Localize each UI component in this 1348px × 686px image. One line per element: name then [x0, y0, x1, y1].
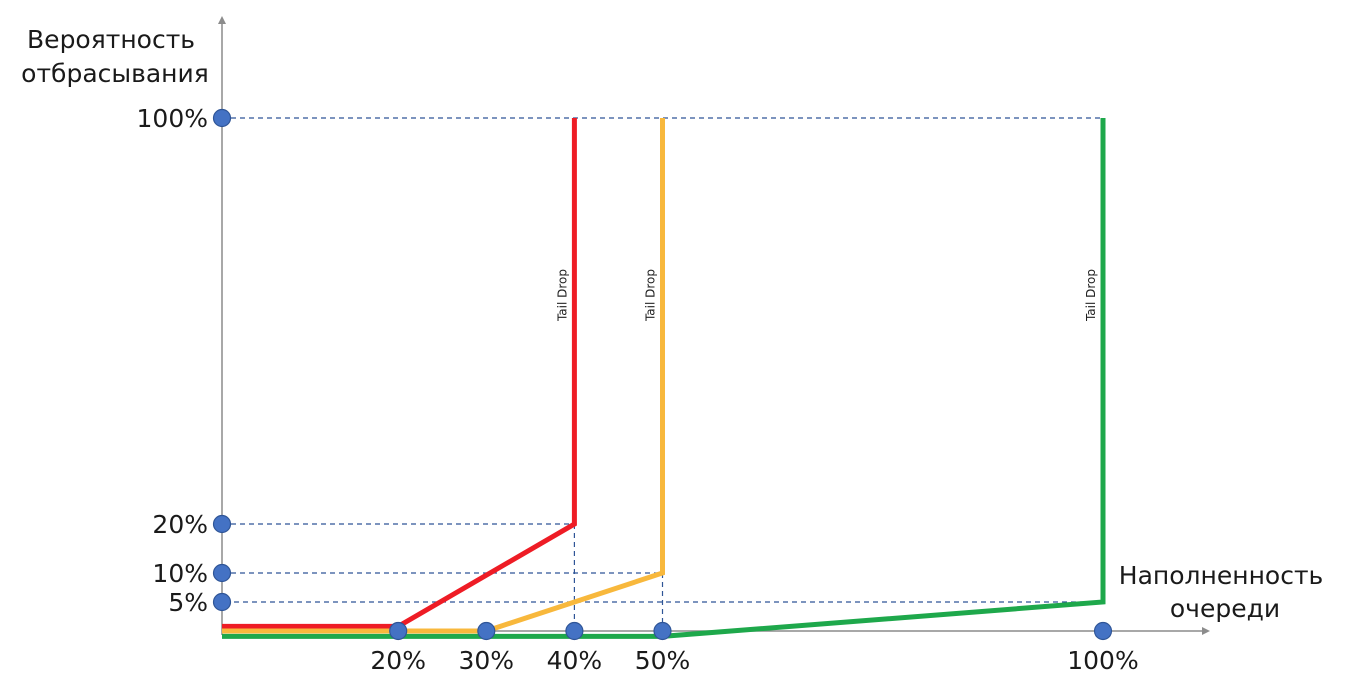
- y-axis-title-line-1: Вероятность: [27, 25, 195, 54]
- y-tick-label-20: 20%: [152, 510, 208, 539]
- x-tick-marker-40: [565, 621, 584, 641]
- axes: [218, 16, 1210, 635]
- y-tick-marker-10: [212, 563, 232, 583]
- tail-drop-label-0: Tail Drop: [555, 269, 569, 322]
- series-line-0: [222, 118, 577, 629]
- x-tick-marker-100: [1093, 621, 1113, 641]
- tail-drop-annotations: Tail Drop Tail Drop Tail Drop: [555, 269, 1098, 322]
- series-line-2: [222, 118, 1106, 639]
- y-axis-title: Вероятность отбрасывания: [21, 25, 209, 88]
- series-layer: [222, 118, 1106, 639]
- x-tick-label-30: 30%: [459, 646, 515, 675]
- tail-drop-label-2: Tail Drop: [1084, 269, 1098, 322]
- x-axis-title-line-1: Наполненность: [1119, 561, 1324, 590]
- y-tick-marker-5: [212, 592, 232, 612]
- y-tick-label-5: 5%: [168, 588, 208, 617]
- tick-markers: [212, 108, 1113, 641]
- series-line-1: [222, 118, 665, 634]
- guide-lines: [222, 117, 1103, 631]
- y-tick-marker-20: [212, 514, 232, 534]
- y-axis-title-line-2: отбрасывания: [21, 59, 209, 88]
- x-tick-marker-50: [653, 621, 672, 641]
- x-tick-label-100: 100%: [1067, 646, 1138, 675]
- x-tick-label-20: 20%: [370, 646, 426, 675]
- x-tick-label-40: 40%: [547, 646, 603, 675]
- x-tick-label-50: 50%: [635, 646, 691, 675]
- y-tick-marker-100: [212, 108, 232, 128]
- x-tick-marker-30: [477, 621, 496, 641]
- x-axis-title: Наполненность очереди: [1119, 561, 1331, 623]
- tick-labels: 20% 30% 40% 50% 100% 5%10% 20% 100%: [137, 104, 1139, 675]
- y-tick-label-100: 100%: [137, 104, 208, 133]
- y-tick-label-10: 10%: [152, 559, 208, 588]
- x-tick-marker-20: [389, 621, 408, 641]
- x-axis-title-line-2: очереди: [1170, 594, 1280, 623]
- tail-drop-label-1: Tail Drop: [644, 269, 658, 322]
